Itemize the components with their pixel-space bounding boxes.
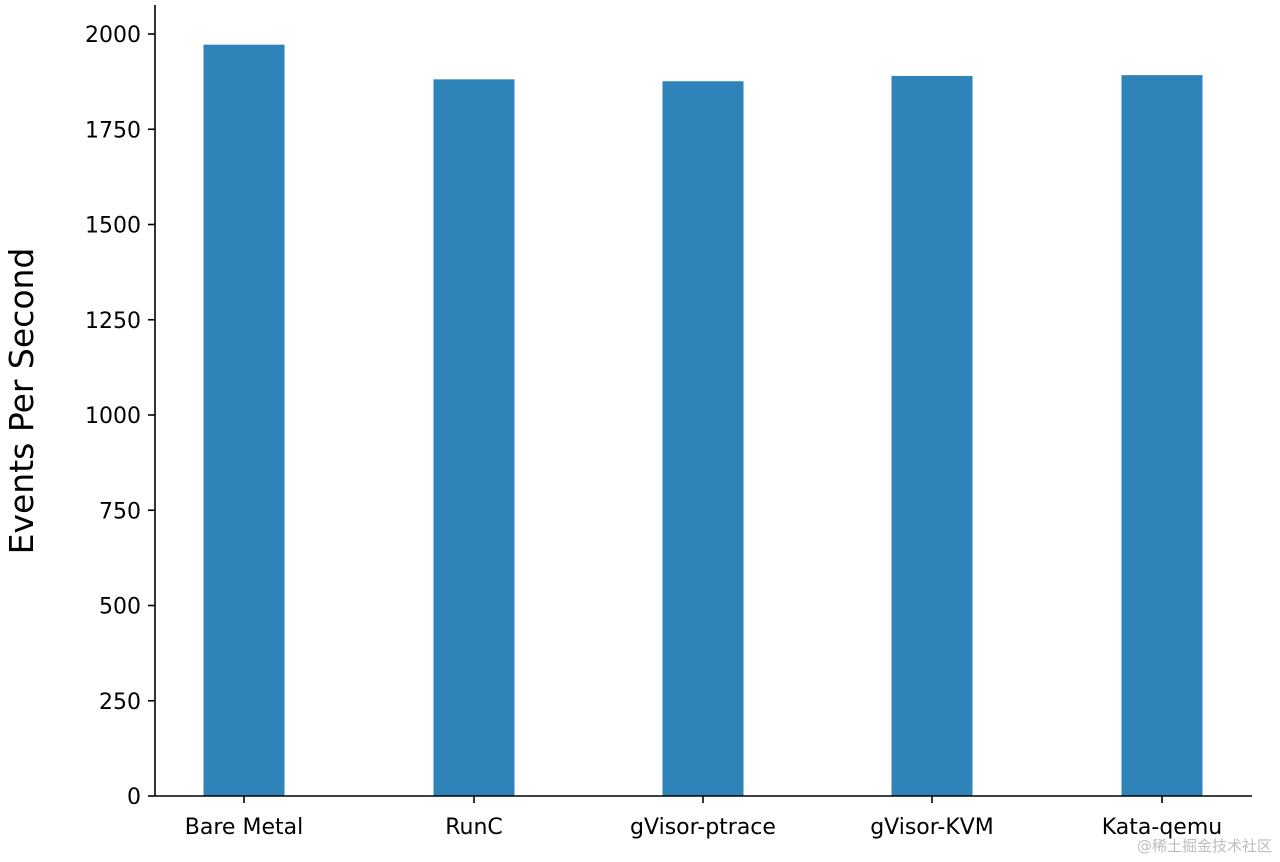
x-tick-label: RunC (445, 815, 503, 840)
y-tick-label: 2000 (85, 23, 141, 48)
x-tick-label: gVisor-ptrace (630, 815, 776, 840)
y-tick-label: 1250 (85, 309, 141, 334)
x-tick-label: Bare Metal (185, 815, 303, 840)
y-tick-label: 1500 (85, 214, 141, 239)
bar-bare-metal (203, 44, 285, 797)
bars-group (203, 44, 1203, 797)
bar-gvisor-ptrace (662, 81, 744, 796)
bar-runc (433, 79, 515, 797)
y-axis-ticks: 0 250 500 750 1000 1250 1500 1750 2000 (85, 23, 155, 810)
y-tick-label: 0 (127, 785, 141, 810)
x-tick-label: Kata-qemu (1102, 815, 1222, 840)
x-axis-ticks: Bare Metal RunC gVisor-ptrace gVisor-KVM Kat… (185, 796, 1222, 840)
y-tick-label: 1000 (85, 404, 141, 429)
y-axis-label: Events Per Second (2, 248, 41, 555)
bar-gvisor-kvm (891, 75, 973, 796)
y-tick-label: 1750 (85, 118, 141, 143)
bar-kata-qemu (1121, 75, 1203, 796)
watermark: @稀土掘金技术社区 (1136, 837, 1272, 855)
y-tick-label: 500 (99, 595, 141, 620)
y-tick-label: 750 (99, 499, 141, 524)
x-tick-label: gVisor-KVM (870, 815, 994, 840)
y-tick-label: 250 (99, 690, 141, 715)
